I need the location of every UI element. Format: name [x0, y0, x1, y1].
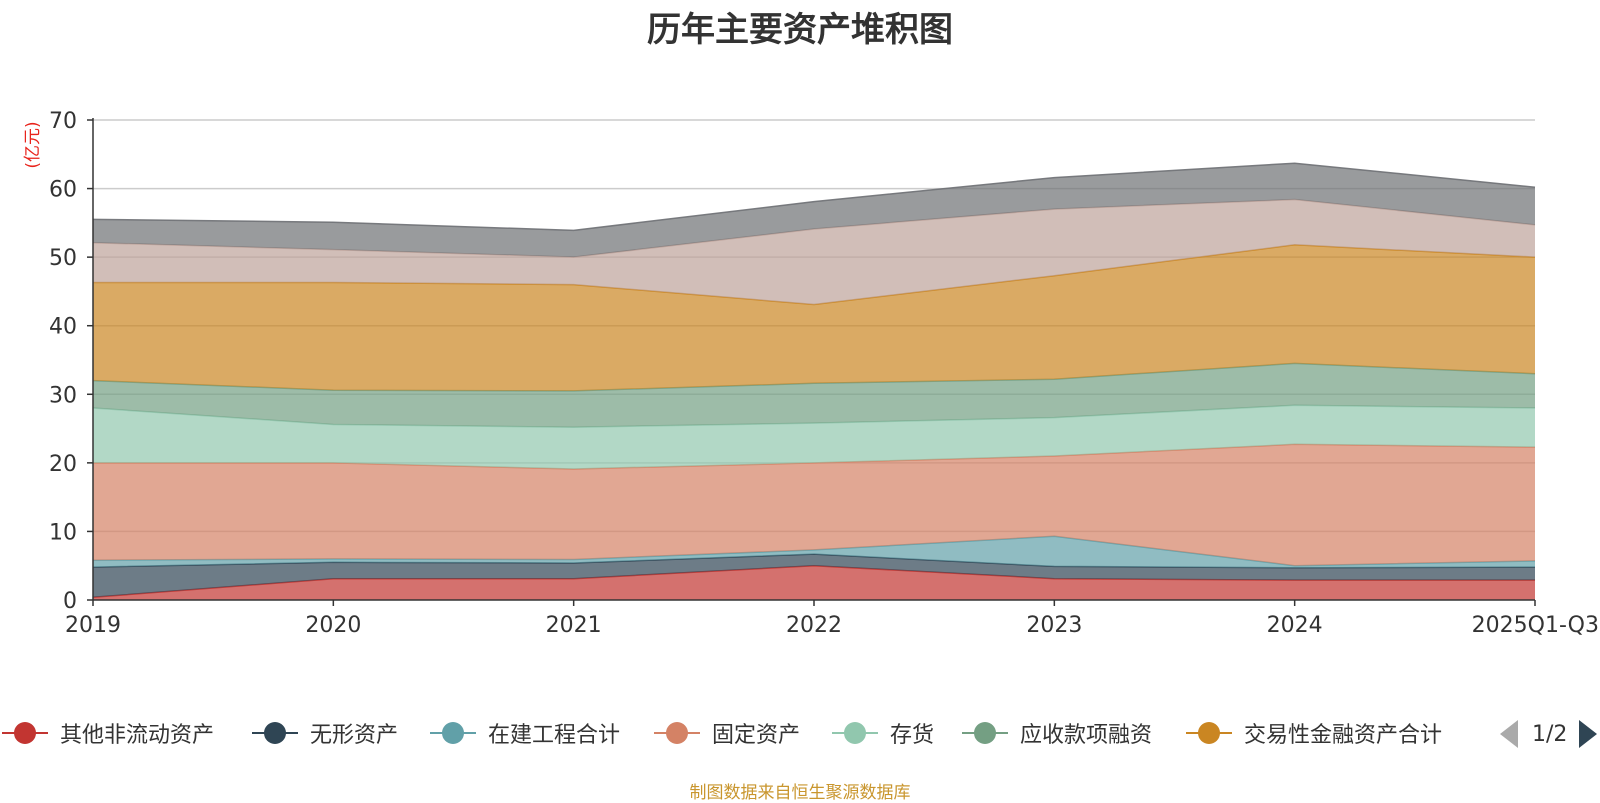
legend-marker-icon [830, 715, 880, 751]
x-tick-label: 2024 [1267, 613, 1323, 638]
x-tick-label: 2020 [305, 613, 361, 638]
legend-page-indicator: 1/2 [1532, 721, 1568, 747]
legend-label: 交易性金融资产合计 [1244, 723, 1443, 748]
legend-item[interactable]: 在建工程合计 [428, 715, 620, 751]
legend-label: 存货 [890, 723, 935, 748]
legend-marker-icon [428, 715, 478, 751]
legend-label: 在建工程合计 [488, 723, 621, 748]
legend-prev-page-icon[interactable] [1500, 720, 1518, 748]
legend-label: 其他非流动资产 [60, 723, 215, 748]
area-series-5[interactable] [93, 363, 1535, 428]
y-tick-label: 50 [49, 246, 77, 271]
area-series-8[interactable] [93, 163, 1535, 258]
y-tick-label: 0 [63, 589, 77, 614]
x-tick-label: 2019 [65, 613, 121, 638]
y-tick-label: 70 [49, 109, 77, 134]
area-series-top-line-8 [92, 162, 1536, 232]
area-series-3[interactable] [93, 444, 1535, 566]
y-tick-label: 40 [49, 315, 77, 340]
legend-pager: 1/2 [1500, 716, 1598, 752]
legend-marker-icon [960, 715, 1010, 751]
legend-item[interactable]: 存货 [830, 715, 934, 751]
y-tick-label: 10 [49, 520, 77, 545]
legend-marker-icon [250, 715, 300, 751]
legend-label: 固定资产 [712, 723, 801, 748]
source-note: 制图数据来自恒生聚源数据库 [689, 783, 911, 803]
legend-item[interactable]: 固定资产 [652, 715, 800, 751]
legend: 其他非流动资产 无形资产 在建工程合计 固定资产 存货 应收款项融资 交易性金融资产合计 [0, 715, 1600, 755]
legend-item[interactable]: 其他非流动资产 [0, 715, 214, 751]
y-tick-label: 20 [49, 452, 77, 477]
x-tick-label: 2022 [786, 613, 842, 638]
legend-label: 应收款项融资 [1020, 723, 1153, 748]
x-tick-label: 2023 [1026, 613, 1082, 638]
legend-item[interactable]: 交易性金融资产合计 [1184, 715, 1442, 751]
legend-item[interactable]: 应收款项融资 [960, 715, 1152, 751]
legend-item[interactable]: 无形资产 [250, 715, 398, 751]
area-series-4[interactable] [93, 405, 1535, 469]
legend-marker-icon [652, 715, 702, 751]
y-axis-unit-label: (亿元) [23, 121, 43, 168]
area-series-7[interactable] [93, 199, 1535, 305]
legend-next-page-icon[interactable] [1579, 720, 1598, 748]
x-tick-label: 2021 [546, 613, 602, 638]
legend-label: 无形资产 [310, 723, 399, 748]
chart-title: 历年主要资产堆积图 [647, 10, 953, 50]
y-tick-label: 60 [49, 178, 77, 203]
legend-marker-icon [0, 715, 50, 751]
legend-marker-icon [1184, 715, 1234, 751]
area-series-6[interactable] [93, 244, 1535, 391]
stacked-areas [92, 162, 1536, 600]
x-tick-label: 2025Q1-Q3 [1472, 613, 1599, 638]
y-tick-label: 30 [49, 383, 77, 408]
area-series-1[interactable] [93, 554, 1535, 598]
area-series-0[interactable] [93, 565, 1535, 600]
axes: 0 10 20 30 40 50 60 70 2019 2020 2021 2022 2023 2024 2… [49, 109, 1599, 638]
